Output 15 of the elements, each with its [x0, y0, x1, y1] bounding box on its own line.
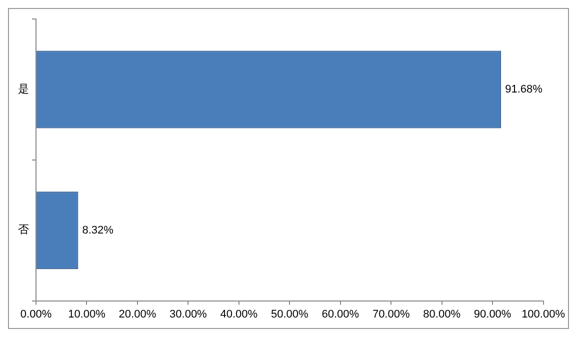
y-tick-label: 否 — [18, 223, 29, 236]
x-tick-label: 0.00% — [20, 308, 52, 320]
data-label: 91.68% — [505, 83, 543, 96]
x-tick-label: 20.00% — [118, 308, 156, 320]
x-tick-label: 70.00% — [372, 308, 410, 320]
x-tick-label: 30.00% — [170, 308, 208, 320]
x-tick-label: 10.00% — [68, 308, 106, 320]
x-tick-label: 80.00% — [423, 308, 461, 320]
x-tick-label: 50.00% — [270, 308, 309, 320]
x-tick-label: 40.00% — [220, 308, 258, 320]
x-tick-label: 60.00% — [322, 308, 360, 320]
y-tick-label: 是 — [18, 82, 29, 96]
data-label: 8.32% — [82, 224, 114, 236]
x-tick-label: 90.00% — [474, 308, 512, 320]
x-tick-label: 100.00% — [522, 308, 566, 320]
